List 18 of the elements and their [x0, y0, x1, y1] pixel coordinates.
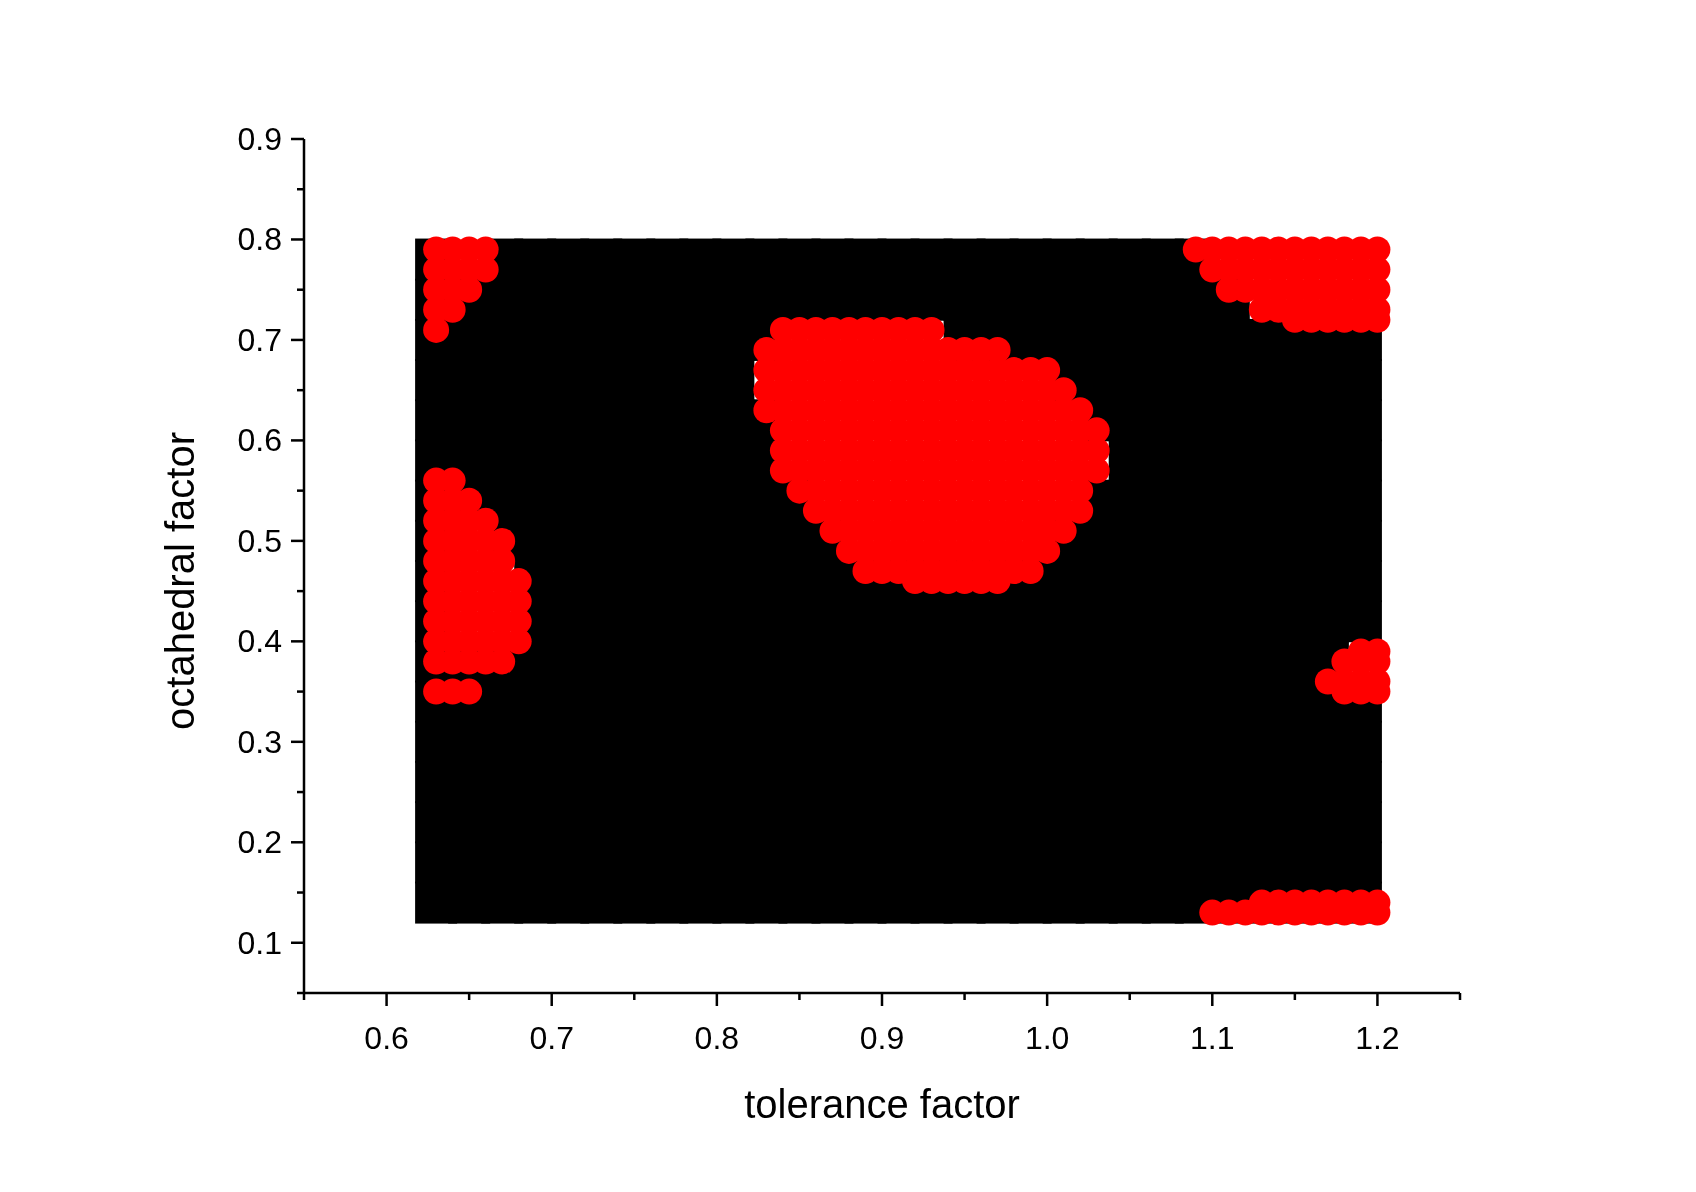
- y-tick-label: 0.5: [237, 522, 282, 559]
- x-tick-label: 0.6: [364, 1020, 409, 1056]
- y-tick-label: 0.1: [237, 924, 282, 961]
- x-tick-label: 0.9: [859, 1020, 905, 1056]
- x-tick-label: 0.8: [694, 1020, 740, 1056]
- x-tick-label: 1.0: [1024, 1020, 1070, 1056]
- x-tick-label: 0.7: [529, 1020, 574, 1056]
- y-tick-label: 0.4: [237, 623, 282, 660]
- y-tick-label: 0.7: [237, 321, 282, 358]
- x-axis-title: tolerance factor: [744, 1082, 1020, 1126]
- y-tick-label: 0.8: [237, 221, 282, 258]
- y-tick-label: 0.3: [237, 723, 282, 760]
- x-tick-label: 1.1: [1190, 1020, 1235, 1056]
- y-tick-label: 0.9: [237, 121, 282, 157]
- y-tick-label: 0.2: [237, 824, 282, 861]
- y-tick-label: 0.6: [237, 422, 282, 459]
- x-tick-label: 1.2: [1355, 1020, 1400, 1056]
- y-axis-title: octahedral factor: [158, 432, 202, 730]
